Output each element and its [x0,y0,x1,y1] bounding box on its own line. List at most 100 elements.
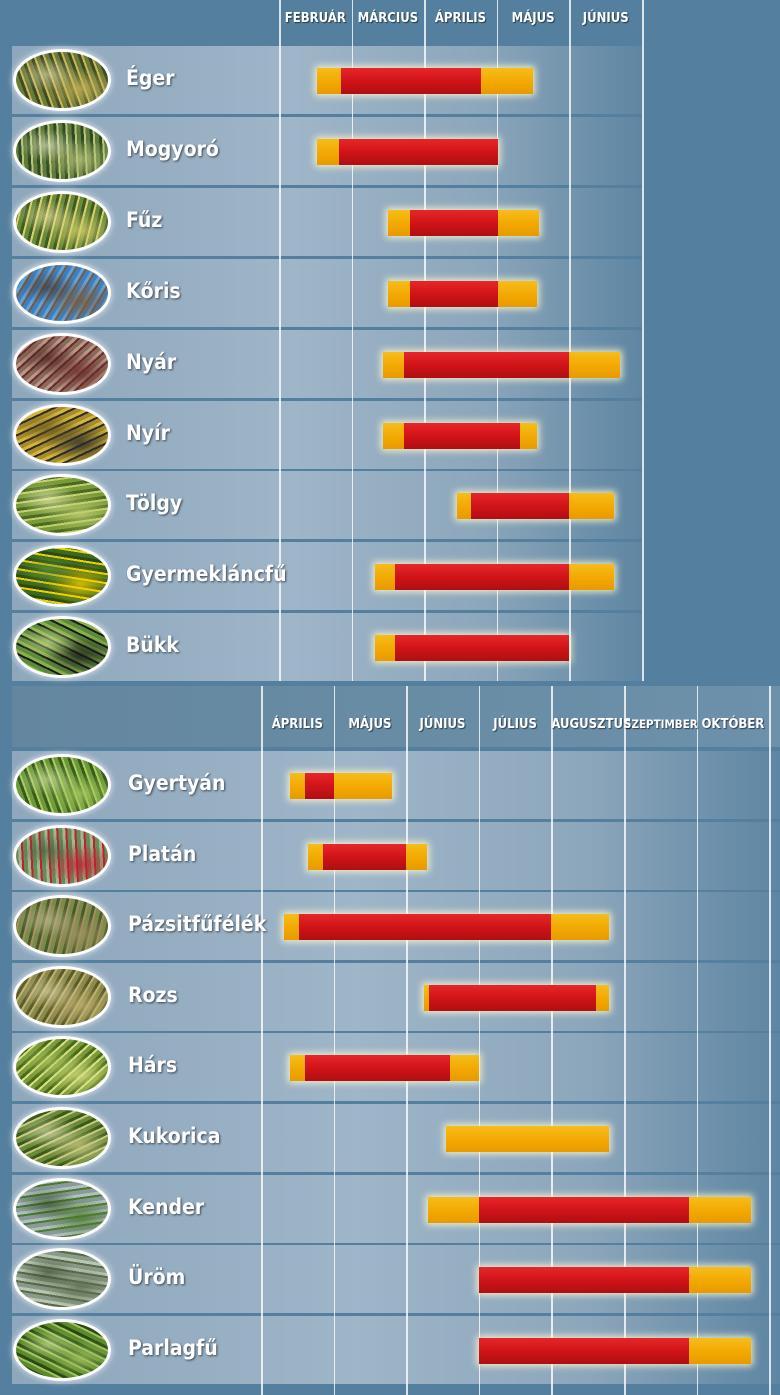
plane-tree-photo-icon [13,824,111,887]
month-label: JÚNIUS [419,717,466,732]
plant-name-label: Kőris [126,278,181,303]
plant-name-label: Nyír [126,420,170,445]
pollen-season-bar [382,351,621,378]
month-label: MÁJUS [511,11,555,26]
pollen-season-bar [478,1337,752,1364]
low-pollen-segment-end [480,68,534,94]
plant-name-label: Rozs [128,982,178,1007]
low-pollen-segment-end [406,843,427,870]
high-pollen-segment [322,843,407,870]
month-gridline [642,0,644,681]
month-gridline [406,686,408,1395]
pollen-season-bar [374,635,570,662]
high-pollen-segment [395,564,570,591]
pollen-season-bar [424,984,610,1011]
birch-catkin-photo-icon [13,403,111,466]
low-pollen-segment-start [456,493,472,520]
high-pollen-segment [471,493,570,520]
corn-photo-icon [13,1107,111,1169]
plant-name-label: Tölgy [126,491,183,516]
low-pollen-segment-start [382,351,404,378]
ragweed-photo-icon [13,1318,111,1381]
pollen-season-bar [308,843,427,870]
low-pollen-segment-end [520,422,537,449]
plant-name-label: Mogyoró [126,136,219,161]
hazel-catkin-photo-icon [13,119,111,182]
low-pollen-segment-end [689,1196,752,1223]
month-gridline [624,686,626,1395]
month-label: FEBRUÁR [284,11,346,26]
low-pollen-segment-start [424,984,429,1011]
linden-flower-photo-icon [13,1036,111,1099]
dandelion-photo-icon [13,545,111,608]
month-label: MÁRCIUS [357,11,419,26]
rye-photo-icon [13,965,111,1028]
high-pollen-segment [478,1337,690,1364]
month-label: JÚNIUS [582,11,629,26]
low-pollen-segment-end [498,209,539,236]
plant-name-label: Parlagfű [128,1335,218,1360]
low-pollen-segment-end [498,280,537,307]
low-pollen-segment-end [689,1337,752,1364]
pollen-season-bar [382,422,537,449]
low-pollen-segment-start [387,209,410,236]
high-pollen-segment [409,280,499,307]
pollen-season-bar [478,1267,752,1294]
month-label: SZEPTIMBER [624,717,698,731]
plant-name-label: Bükk [126,633,179,658]
mugwort-photo-icon [13,1248,111,1311]
month-label: JÚLIUS [493,717,537,732]
plant-name-label: Fűz [126,207,163,232]
beech-flower-photo-icon [13,616,111,679]
high-pollen-segment [403,422,521,449]
low-pollen-segment-start [387,280,410,307]
plant-name-label: Platán [128,841,197,866]
plant-name-label: Üröm [128,1265,186,1290]
hornbeam-photo-icon [13,754,111,816]
high-pollen-segment [338,138,499,165]
month-gridline [551,686,553,1395]
plant-name-label: Pázsitfűfélék [128,912,267,937]
month-gridline [351,0,354,681]
pollen-season-bar [290,773,392,799]
row-background [12,1104,780,1172]
high-pollen-segment [395,635,570,662]
pollen-calendar-spring: FEBRUÁR MÁRCIUS ÁPRILIS MÁJUS JÚNIUS Éger Mogy… [0,0,644,682]
month-gridline [333,686,336,1395]
pollen-season-bar [290,1055,479,1082]
pollen-season-bar [317,68,534,94]
ash-flower-photo-icon [13,261,111,324]
row-background [12,400,642,469]
plant-name-label: Gyertyán [128,771,226,795]
high-pollen-segment [428,984,597,1011]
high-pollen-segment [298,914,552,941]
low-pollen-segment-start [290,1055,305,1082]
low-pollen-segment-end [689,1267,752,1294]
high-pollen-segment [403,351,570,378]
pollen-season-bar [387,209,539,236]
month-label: MÁJUS [348,717,392,732]
low-pollen-segment-end [449,1055,479,1082]
plant-name-label: Hárs [128,1053,178,1078]
plant-name-label: Éger [126,66,175,90]
month-gridline [261,686,263,1395]
high-pollen-segment [409,209,499,236]
month-label: ÁPRILIS [434,11,487,26]
month-label: ÁPRILIS [271,717,323,732]
month-label: AUGUSZTUS [551,717,632,732]
low-pollen-segment-end [551,914,610,941]
pollen-season-bar [284,914,610,941]
pollen-calendar-summer: ÁPRILIS MÁJUS JÚNIUS JÚLIUS AUGUSZTUS SZEPTIM… [0,686,780,1395]
pollen-season-bar [317,138,499,165]
low-pollen-segment-end [333,773,392,799]
month-gridline [569,0,571,681]
high-pollen-segment [478,1267,690,1294]
high-pollen-segment [340,68,481,94]
low-pollen-segment-end [446,1126,610,1152]
pollen-season-bar [446,1126,610,1152]
alder-catkin-photo-icon [13,49,111,111]
month-gridline [496,0,499,681]
plant-name-label: Kukorica [128,1124,221,1148]
low-pollen-segment-end [569,351,621,378]
low-pollen-segment-start [382,422,404,449]
